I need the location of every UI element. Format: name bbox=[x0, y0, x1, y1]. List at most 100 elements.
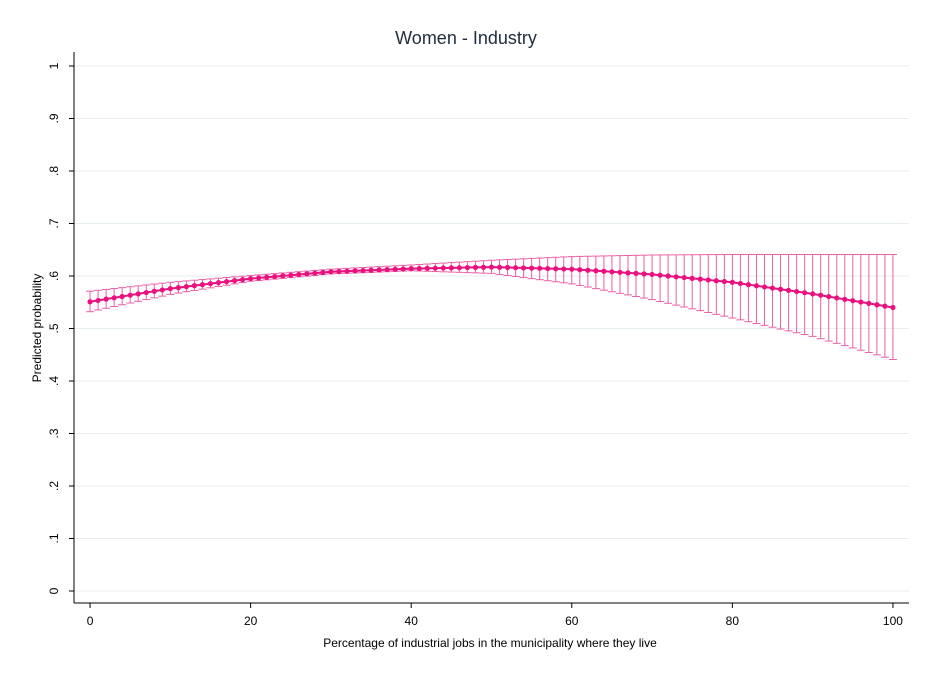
point-94 bbox=[842, 296, 848, 302]
point-84 bbox=[761, 284, 768, 290]
point-30 bbox=[328, 269, 334, 275]
point-9 bbox=[159, 287, 165, 293]
x-tick-label-1: 20 bbox=[244, 614, 258, 628]
point-20 bbox=[248, 276, 254, 282]
point-39 bbox=[400, 266, 406, 272]
point-40 bbox=[408, 266, 414, 272]
point-90 bbox=[810, 291, 816, 297]
ci-layer bbox=[86, 253, 897, 360]
point-28 bbox=[312, 270, 318, 276]
y-tick-label-9: .9 bbox=[47, 113, 61, 123]
point-36 bbox=[376, 267, 382, 273]
point-58 bbox=[553, 266, 559, 272]
point-32 bbox=[344, 268, 350, 274]
point-88 bbox=[793, 288, 800, 295]
point-67 bbox=[625, 270, 631, 276]
x-tick-label-5: 100 bbox=[883, 614, 903, 628]
y-tick-label-7: .7 bbox=[47, 218, 61, 228]
point-8 bbox=[151, 288, 157, 294]
point-29 bbox=[320, 269, 326, 276]
line-layer bbox=[87, 264, 896, 311]
point-82 bbox=[745, 282, 752, 288]
point-78 bbox=[713, 278, 719, 284]
point-1 bbox=[95, 297, 101, 304]
point-38 bbox=[392, 266, 398, 272]
point-83 bbox=[753, 283, 760, 289]
point-48 bbox=[472, 264, 479, 270]
point-80 bbox=[729, 279, 735, 285]
point-79 bbox=[721, 278, 727, 285]
point-76 bbox=[697, 276, 703, 282]
point-31 bbox=[336, 268, 342, 275]
point-89 bbox=[802, 290, 808, 296]
x-tick-label-3: 60 bbox=[565, 614, 579, 628]
x-tick-label-2: 40 bbox=[405, 614, 419, 628]
point-66 bbox=[617, 269, 623, 275]
point-5 bbox=[127, 292, 133, 298]
point-13 bbox=[191, 283, 198, 289]
point-42 bbox=[424, 265, 430, 271]
point-46 bbox=[456, 265, 462, 271]
y-tick-label-2: .2 bbox=[47, 481, 61, 491]
y-tick-label-1: .1 bbox=[47, 533, 61, 543]
point-56 bbox=[537, 265, 543, 271]
point-12 bbox=[183, 284, 190, 290]
point-96 bbox=[858, 299, 864, 305]
point-33 bbox=[352, 268, 358, 274]
y-axis-label: Predicted probability bbox=[30, 274, 44, 383]
point-91 bbox=[818, 292, 824, 298]
point-53 bbox=[512, 265, 519, 271]
point-52 bbox=[504, 264, 511, 271]
point-54 bbox=[521, 265, 527, 271]
point-27 bbox=[304, 271, 310, 277]
y-tick-label-8: .8 bbox=[47, 166, 61, 176]
point-98 bbox=[874, 302, 880, 308]
point-60 bbox=[569, 266, 575, 272]
point-49 bbox=[480, 264, 487, 270]
point-24 bbox=[280, 273, 286, 279]
y-tick-label-0: 0 bbox=[47, 587, 61, 594]
point-11 bbox=[175, 285, 181, 291]
point-45 bbox=[448, 265, 454, 271]
point-35 bbox=[368, 267, 374, 273]
point-10 bbox=[167, 286, 173, 292]
x-tick-label-0: 0 bbox=[87, 614, 94, 628]
point-3 bbox=[111, 295, 117, 301]
point-0 bbox=[87, 299, 93, 305]
point-87 bbox=[785, 287, 792, 293]
point-62 bbox=[585, 267, 591, 273]
point-99 bbox=[882, 303, 888, 309]
point-73 bbox=[673, 274, 679, 280]
point-44 bbox=[440, 265, 446, 271]
axes-layer: 0 .1 .2 .3 .4 .5 .6 .7 .8 .9 1 0 20 40 60 80 100 bbox=[47, 52, 909, 628]
point-37 bbox=[384, 266, 390, 273]
chart-title: Women - Industry bbox=[395, 28, 537, 48]
point-22 bbox=[264, 274, 270, 280]
point-6 bbox=[135, 291, 141, 297]
x-tick-label-4: 80 bbox=[726, 614, 740, 628]
point-64 bbox=[601, 268, 607, 274]
y-tick-label-5: .5 bbox=[47, 323, 61, 333]
point-69 bbox=[641, 271, 647, 277]
x-axis-label: Percentage of industrial jobs in the mun… bbox=[323, 636, 657, 650]
point-59 bbox=[561, 266, 567, 272]
point-77 bbox=[705, 277, 711, 283]
point-61 bbox=[577, 267, 583, 273]
point-17 bbox=[223, 279, 230, 285]
point-74 bbox=[681, 274, 687, 281]
point-65 bbox=[609, 269, 615, 275]
point-51 bbox=[496, 264, 503, 270]
y-tick-label-10: 1 bbox=[47, 62, 61, 69]
point-18 bbox=[231, 278, 238, 284]
point-57 bbox=[545, 265, 551, 272]
point-85 bbox=[769, 285, 776, 291]
point-86 bbox=[777, 286, 784, 292]
point-93 bbox=[834, 295, 840, 301]
point-47 bbox=[464, 264, 471, 271]
point-21 bbox=[256, 275, 262, 281]
point-26 bbox=[296, 271, 302, 278]
point-4 bbox=[119, 293, 125, 300]
point-95 bbox=[850, 298, 856, 304]
point-2 bbox=[103, 296, 109, 302]
point-92 bbox=[826, 293, 832, 300]
